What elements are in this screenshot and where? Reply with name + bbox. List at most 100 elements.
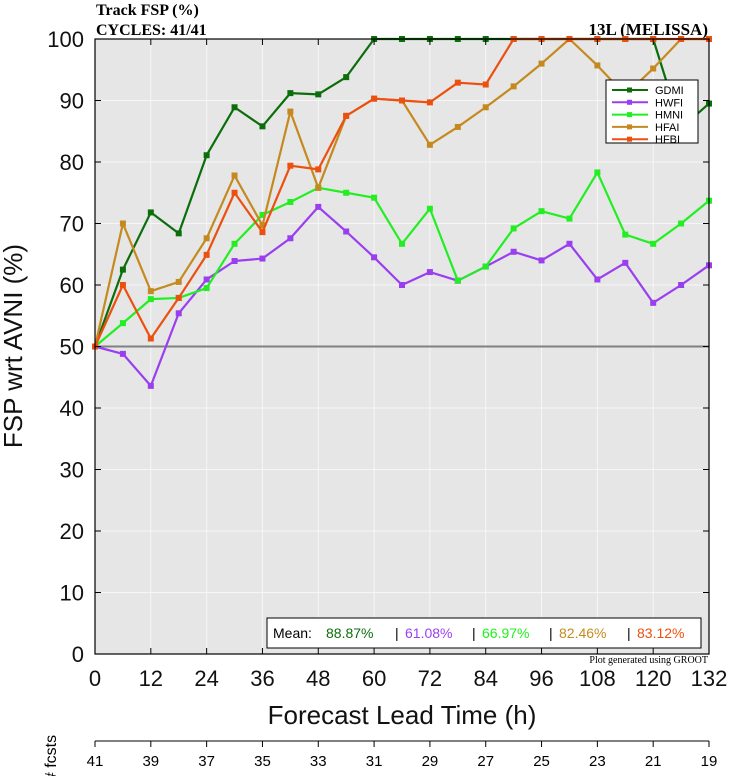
legend-label-hfbi: HFBI — [655, 134, 680, 146]
point-hmni — [259, 211, 266, 218]
point-hfai — [175, 278, 182, 285]
point-hfbi — [343, 112, 350, 119]
fcsts-tick-label: 27 — [477, 753, 494, 770]
fcsts-tick-label: 37 — [198, 753, 215, 770]
point-hwfi — [399, 282, 405, 288]
point-hmni — [482, 263, 489, 270]
point-hmni — [622, 231, 629, 238]
legend-label-hwfi: HWFI — [655, 97, 683, 109]
y-tick-label: 40 — [60, 396, 84, 421]
point-hmni — [147, 296, 154, 303]
mean-separator: | — [549, 625, 553, 641]
point-hwfi — [315, 203, 322, 210]
point-gdmi — [287, 90, 294, 97]
point-hwfi — [426, 269, 433, 276]
point-gdmi — [175, 230, 182, 237]
point-hwfi — [147, 382, 154, 389]
point-hfbi — [454, 79, 461, 86]
legend-marker-hfbi — [627, 136, 632, 142]
point-hmni — [426, 205, 433, 212]
x-tick-label: 132 — [691, 666, 728, 691]
point-hwfi — [678, 282, 685, 288]
point-hmni — [678, 220, 685, 227]
point-gdmi — [203, 152, 210, 159]
y-tick-label: 70 — [60, 212, 84, 237]
point-gdmi — [315, 91, 322, 98]
mean-label: Mean: — [273, 625, 312, 641]
point-hfbi — [203, 251, 210, 258]
point-gdmi — [343, 74, 350, 81]
point-hfai — [315, 184, 322, 191]
point-hfai — [147, 288, 154, 295]
legend-label-gdmi: GDMI — [655, 85, 684, 97]
legend-marker-hfai — [627, 124, 632, 130]
point-gdmi — [231, 104, 238, 111]
x-tick-label: 24 — [194, 666, 218, 691]
point-hmni — [399, 240, 405, 247]
y-axis-label: FSP wrt AVNI (%) — [0, 244, 28, 448]
point-hfbi — [175, 294, 182, 301]
point-hwfi — [510, 248, 517, 255]
groot-credit: Plot generated using GROOT — [589, 655, 708, 666]
point-hfai — [650, 65, 657, 72]
point-hfbi — [482, 81, 489, 88]
mean-value-2: 66.97% — [482, 625, 529, 641]
point-hwfi — [119, 350, 126, 357]
point-gdmi — [119, 266, 126, 273]
point-hmni — [231, 240, 238, 247]
mean-separator: | — [395, 625, 399, 641]
mean-separator: | — [472, 625, 476, 641]
point-hwfi — [594, 276, 601, 283]
point-hfbi — [147, 335, 154, 342]
mean-separator: | — [627, 625, 631, 641]
fcsts-tick-label: 33 — [310, 753, 327, 770]
fcsts-label: # fcsts — [43, 735, 60, 776]
x-tick-label: 48 — [306, 666, 330, 691]
series-layer — [92, 36, 712, 389]
mean-value-0: 88.87% — [326, 625, 373, 641]
fcsts-axis: 41 39 37 35 33 31 29 27 25 23 21 19 # fcsts — [43, 735, 717, 776]
point-hfai — [287, 108, 294, 115]
y-tick-label: 50 — [60, 335, 84, 360]
fcsts-tick-label: 31 — [366, 753, 383, 770]
point-hmni — [203, 285, 210, 292]
legend-label-hfai: HFAI — [655, 122, 679, 134]
point-hfai — [231, 172, 238, 179]
legend-marker-hmni — [627, 112, 632, 118]
x-tick-label: 96 — [529, 666, 553, 691]
point-hmni — [594, 169, 601, 176]
cycles-label: CYCLES: 41/41 — [96, 22, 207, 39]
y-tick-label: 100 — [47, 27, 84, 52]
point-hfai — [119, 220, 126, 227]
point-hfbi — [399, 97, 405, 104]
point-hwfi — [566, 240, 573, 247]
fcsts-tick-label: 23 — [589, 753, 606, 770]
fcsts-tick-label: 19 — [701, 753, 718, 770]
point-hmni — [119, 320, 126, 327]
point-hfbi — [426, 99, 433, 106]
point-hmni — [538, 208, 545, 215]
point-hfai — [594, 62, 601, 69]
fcsts-tick-label: 25 — [533, 753, 550, 770]
point-hwfi — [650, 299, 657, 306]
point-hfbi — [315, 166, 322, 173]
chart-title: Track FSP (%) — [96, 2, 199, 19]
point-hwfi — [343, 228, 350, 235]
point-hfai — [510, 83, 517, 90]
point-hfai — [203, 235, 210, 242]
point-hfai — [538, 60, 545, 67]
point-hfbi — [287, 162, 294, 169]
fcsts-tick-label: 29 — [422, 753, 439, 770]
x-tick-label: 84 — [473, 666, 497, 691]
storm-label: 13L (MELISSA) — [589, 20, 709, 39]
y-tick-label: 30 — [60, 458, 84, 483]
series-hmni — [92, 169, 712, 350]
fcsts-tick-label: 41 — [87, 753, 104, 770]
legend-marker-gdmi — [627, 87, 632, 93]
y-tick-label: 60 — [60, 273, 84, 298]
point-hfai — [454, 123, 461, 130]
point-hfbi — [231, 189, 238, 196]
point-hfbi — [119, 282, 126, 288]
